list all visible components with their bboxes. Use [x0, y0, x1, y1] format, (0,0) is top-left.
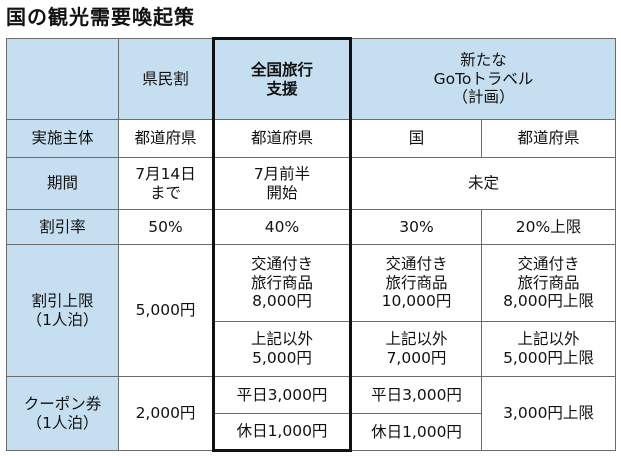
page-title: 国の観光需要喚起策: [6, 5, 195, 29]
header-row: 県民割 全国旅行 支援 新たな GoToトラベル （計画）: [6, 37, 616, 120]
cell-coupon-goto-prefectural: 3,000円上限: [481, 376, 616, 451]
cell-cap-other-goto-prefectural: 上記以外 5,000円上限: [481, 321, 616, 377]
cell-discount-rate-goto-prefectural: 20%上限: [481, 209, 616, 245]
col-header-national-support-line-2: 支援: [266, 79, 298, 98]
row-label-implementer: 実施主体: [6, 119, 119, 158]
row-label-discount-cap: 割引上限 （1人泊）: [6, 244, 119, 377]
cell-coupon-holiday-goto-national: 休日1,000円: [350, 413, 482, 451]
cell-coupon-weekday-national-support: 平日3,000円: [212, 376, 352, 414]
cell-cap-transport-national-support-line-1: 交通付き: [250, 254, 313, 273]
cell-implementer-goto-prefectural: 都道府県: [481, 119, 616, 158]
cell-cap-other-goto-national: 上記以外 7,000円: [350, 321, 482, 377]
cell-coupon-weekday-goto-national: 平日3,000円: [350, 376, 482, 414]
row-label-coupon-line-2: （1人泊）: [26, 413, 99, 432]
table-row: 期間 7月14日 まで 7月前半 開始 未定: [6, 157, 616, 210]
table-row: クーポン券 （1人泊） 2,000円 平日3,000円 平日3,000円 3,0…: [6, 376, 616, 451]
cell-cap-transport-goto-national-line-2: 旅行商品: [385, 273, 448, 292]
col-header-new-goto-line-2: GoToトラベル: [433, 69, 534, 88]
cell-discount-rate-goto-national: 30%: [350, 209, 482, 245]
corner-cell: [6, 38, 119, 120]
cell-coupon-holiday-national-support: 休日1,000円: [212, 413, 352, 452]
cell-cap-other-national-support-line-2: 5,000円: [252, 349, 312, 367]
cell-coupon-prefectural: 2,000円: [118, 376, 214, 451]
cell-period-national-support-line-2: 開始: [266, 183, 298, 202]
cell-cap-transport-goto-national: 交通付き 旅行商品 10,000円: [350, 244, 482, 322]
cell-cap-transport-goto-national-line-3: 10,000円: [381, 292, 452, 311]
cell-cap-transport-goto-national-line-1: 交通付き: [385, 254, 448, 273]
cell-implementer-prefectural: 都道府県: [118, 119, 214, 158]
row-label-discount-rate: 割引率: [6, 209, 119, 245]
cell-implementer-national-support: 都道府県: [212, 119, 352, 158]
table-row: 休日1,000円 休日1,000円: [7, 413, 616, 452]
cell-cap-other-national-support: 上記以外 5,000円: [212, 321, 352, 377]
cell-cap-transport-national-support: 交通付き 旅行商品 8,000円: [212, 244, 352, 322]
cell-cap-other-goto-prefectural-line-2: 5,000円上限: [503, 349, 594, 367]
col-header-new-goto-line-3: （計画）: [452, 88, 515, 107]
cell-cap-transport-goto-prefectural-line-1: 交通付き: [517, 254, 580, 273]
row-label-discount-cap-line-1: 割引上限: [31, 291, 94, 310]
cell-period-prefectural-line-1: 7月14日: [135, 164, 196, 183]
cell-cap-other-goto-national-line-1: 上記以外: [385, 330, 448, 349]
table-row: 割引率 50% 40% 30% 20%上限: [6, 209, 616, 245]
table-row: 上記以外 5,000円 上記以外 7,000円 上記以外 5,000円上限: [7, 321, 616, 377]
col-header-national-support-line-1: 全国旅行: [250, 60, 313, 79]
cell-period-national-support-line-1: 7月前半: [253, 164, 311, 183]
row-label-coupon: クーポン券 （1人泊）: [6, 376, 119, 451]
table-row: 割引上限 （1人泊） 5,000円 交通付き 旅行商品 8,000円 交通付き …: [6, 244, 616, 377]
cell-discount-rate-national-support: 40%: [212, 209, 352, 245]
col-header-new-goto: 新たな GoToトラベル （計画）: [350, 38, 616, 120]
cell-period-prefectural: 7月14日 まで: [118, 157, 214, 210]
row-label-period: 期間: [6, 157, 119, 210]
row-label-discount-cap-line-2: （1人泊）: [26, 310, 99, 329]
cell-cap-transport-national-support-line-2: 旅行商品: [250, 273, 313, 292]
cell-period-goto: 未定: [350, 157, 616, 210]
cell-cap-other-goto-prefectural-line-1: 上記以外: [517, 330, 580, 349]
cell-cap-transport-goto-prefectural-line-3: 8,000円上限: [503, 292, 594, 311]
cell-implementer-goto-national: 国: [350, 119, 482, 158]
cell-discount-cap-prefectural: 5,000円: [118, 244, 214, 377]
table-row: 実施主体 都道府県 都道府県 国 都道府県: [6, 119, 616, 158]
col-header-national-support: 全国旅行 支援: [212, 37, 352, 120]
cell-cap-other-national-support-line-1: 上記以外: [250, 330, 313, 349]
cell-discount-rate-prefectural: 50%: [118, 209, 214, 245]
cell-cap-transport-national-support-line-3: 8,000円: [252, 292, 312, 311]
cell-cap-transport-goto-prefectural: 交通付き 旅行商品 8,000円上限: [481, 244, 616, 322]
cell-period-national-support: 7月前半 開始: [212, 157, 352, 210]
col-header-new-goto-line-1: 新たな: [460, 50, 507, 69]
tourism-measures-table: 県民割 全国旅行 支援 新たな GoToトラベル （計画） 実施主体 都道府県 …: [6, 37, 616, 452]
cell-cap-other-goto-national-line-2: 7,000円: [386, 349, 447, 367]
col-header-prefectural: 県民割: [118, 38, 214, 120]
row-label-coupon-line-1: クーポン券: [23, 394, 102, 413]
cell-period-prefectural-line-2: まで: [149, 183, 181, 202]
cell-cap-transport-goto-prefectural-line-2: 旅行商品: [517, 273, 580, 292]
